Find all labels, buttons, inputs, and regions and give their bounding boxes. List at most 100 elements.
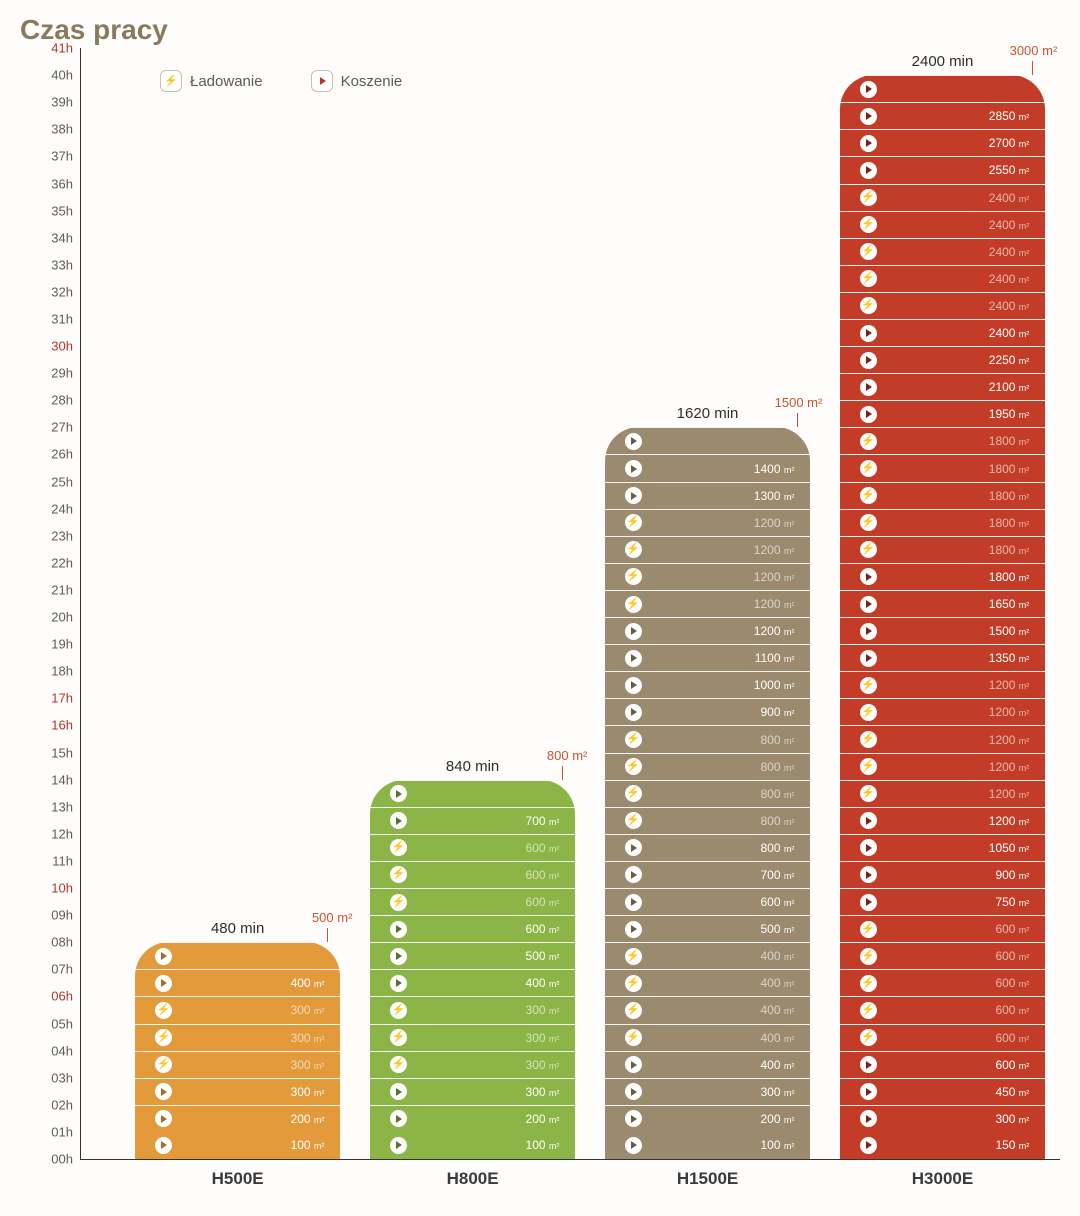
bar-row: 200 m² <box>605 1105 811 1132</box>
bar-row: 1200 m² <box>840 807 1046 834</box>
row-area-value: 400 m² <box>760 1058 794 1072</box>
bar-row: 700 m² <box>370 807 576 834</box>
row-area-value: 300 m² <box>995 1112 1029 1126</box>
play-icon <box>860 1110 877 1127</box>
bolt-icon: ⚡ <box>860 460 877 477</box>
row-area-value: 2850 m² <box>989 109 1030 123</box>
y-axis-label: 13h <box>29 799 73 814</box>
bolt-icon: ⚡ <box>860 433 877 450</box>
bar-H1500E: 1620 min1500 m²100 m²200 m²300 m²400 m²⚡… <box>605 427 811 1159</box>
bolt-icon: ⚡ <box>860 1029 877 1046</box>
bar-row: ⚡2400 m² <box>840 238 1046 265</box>
row-area-value: 600 m² <box>526 868 560 882</box>
bar-row: ⚡300 m² <box>370 996 576 1023</box>
bar-row: 2550 m² <box>840 156 1046 183</box>
bar-row: 800 m² <box>605 834 811 861</box>
row-area-value: 2400 m² <box>989 326 1030 340</box>
bar-row: 2250 m² <box>840 346 1046 373</box>
bar-row: ⚡600 m² <box>370 861 576 888</box>
bar-row: ⚡400 m² <box>605 1024 811 1051</box>
play-icon <box>625 866 642 883</box>
plot-area: 00h01h02h03h04h05h06h07h08h09h10h11h12h1… <box>80 48 1060 1160</box>
row-area-value: 1200 m² <box>754 543 795 557</box>
bolt-icon: ⚡ <box>860 677 877 694</box>
play-icon <box>390 1083 407 1100</box>
bar-row: 100 m² <box>605 1132 811 1159</box>
play-icon <box>155 1137 172 1154</box>
row-area-value: 1050 m² <box>989 841 1030 855</box>
row-area-value: 100 m² <box>760 1138 794 1152</box>
bar-top-tick <box>1032 61 1033 75</box>
bar-row: ⚡600 m² <box>370 834 576 861</box>
row-area-value: 300 m² <box>291 1003 325 1017</box>
y-axis-label: 36h <box>29 176 73 191</box>
y-axis-label: 19h <box>29 637 73 652</box>
row-area-value: 1800 m² <box>989 434 1030 448</box>
bolt-icon: ⚡ <box>390 839 407 856</box>
bar-max-area-label: 1500 m² <box>775 395 823 410</box>
play-icon <box>155 1083 172 1100</box>
row-area-value: 1200 m² <box>754 570 795 584</box>
row-area-value: 1300 m² <box>754 489 795 503</box>
play-icon <box>625 1083 642 1100</box>
play-icon <box>860 81 877 98</box>
row-area-value: 300 m² <box>526 1085 560 1099</box>
bar-row: ⚡ 1800 m² <box>840 427 1046 454</box>
play-icon <box>390 812 407 829</box>
bar-H500E: 480 min500 m²100 m²200 m²300 m²⚡300 m²⚡3… <box>135 942 341 1159</box>
bolt-icon: ⚡ <box>860 189 877 206</box>
row-area-value: 600 m² <box>760 895 794 909</box>
row-area-value: 900 m² <box>995 868 1029 882</box>
row-area-value: 1200 m² <box>754 624 795 638</box>
x-axis-label: H3000E <box>840 1169 1046 1189</box>
play-icon <box>155 1110 172 1127</box>
bolt-icon: ⚡ <box>860 216 877 233</box>
bolt-icon: ⚡ <box>860 785 877 802</box>
row-area-value: 2400 m² <box>989 272 1030 286</box>
play-icon <box>860 406 877 423</box>
row-area-value: 100 m² <box>291 1138 325 1152</box>
y-axis-label: 07h <box>29 962 73 977</box>
y-axis-label: 05h <box>29 1016 73 1031</box>
play-icon <box>860 379 877 396</box>
bar-row: ⚡400 m² <box>605 996 811 1023</box>
bar-max-area-label: 500 m² <box>312 910 352 925</box>
bolt-icon: ⚡ <box>625 975 642 992</box>
bolt-icon: ⚡ <box>860 704 877 721</box>
bolt-icon: ⚡ <box>625 948 642 965</box>
bar-row: 600 m² <box>605 888 811 915</box>
row-area-value: 800 m² <box>760 760 794 774</box>
row-area-value: 700 m² <box>526 814 560 828</box>
bar-row: 900 m² <box>840 861 1046 888</box>
y-axis-label: 33h <box>29 257 73 272</box>
bar-row: ⚡1200 m² <box>605 536 811 563</box>
row-area-value: 300 m² <box>760 1085 794 1099</box>
bar-row: ⚡800 m² <box>605 753 811 780</box>
bolt-icon: ⚡ <box>860 975 877 992</box>
bar-row: ⚡600 m² <box>840 942 1046 969</box>
row-area-value: 600 m² <box>995 922 1029 936</box>
y-axis-label: 41h <box>29 41 73 56</box>
y-axis-label: 27h <box>29 420 73 435</box>
play-icon <box>860 1056 877 1073</box>
row-area-value: 1650 m² <box>989 597 1030 611</box>
bolt-icon: ⚡ <box>625 1029 642 1046</box>
play-icon <box>390 921 407 938</box>
play-icon <box>860 839 877 856</box>
y-axis-label: 26h <box>29 447 73 462</box>
y-axis-label: 17h <box>29 691 73 706</box>
y-axis-label: 08h <box>29 935 73 950</box>
play-icon <box>860 135 877 152</box>
row-area-value: 400 m² <box>760 976 794 990</box>
row-area-value: 200 m² <box>291 1112 325 1126</box>
y-axis-label: 23h <box>29 528 73 543</box>
bar-row: ⚡1200 m² <box>605 590 811 617</box>
bar-row: 400 m² <box>370 969 576 996</box>
bar-row: ⚡600 m² <box>840 915 1046 942</box>
bar-row: 100 m² <box>135 1132 341 1159</box>
y-axis-label: 11h <box>29 853 73 868</box>
bar-H800E: 840 min800 m²100 m²200 m²300 m²⚡300 m²⚡3… <box>370 780 576 1159</box>
row-area-value: 400 m² <box>760 949 794 963</box>
y-axis-label: 28h <box>29 393 73 408</box>
play-icon <box>860 325 877 342</box>
